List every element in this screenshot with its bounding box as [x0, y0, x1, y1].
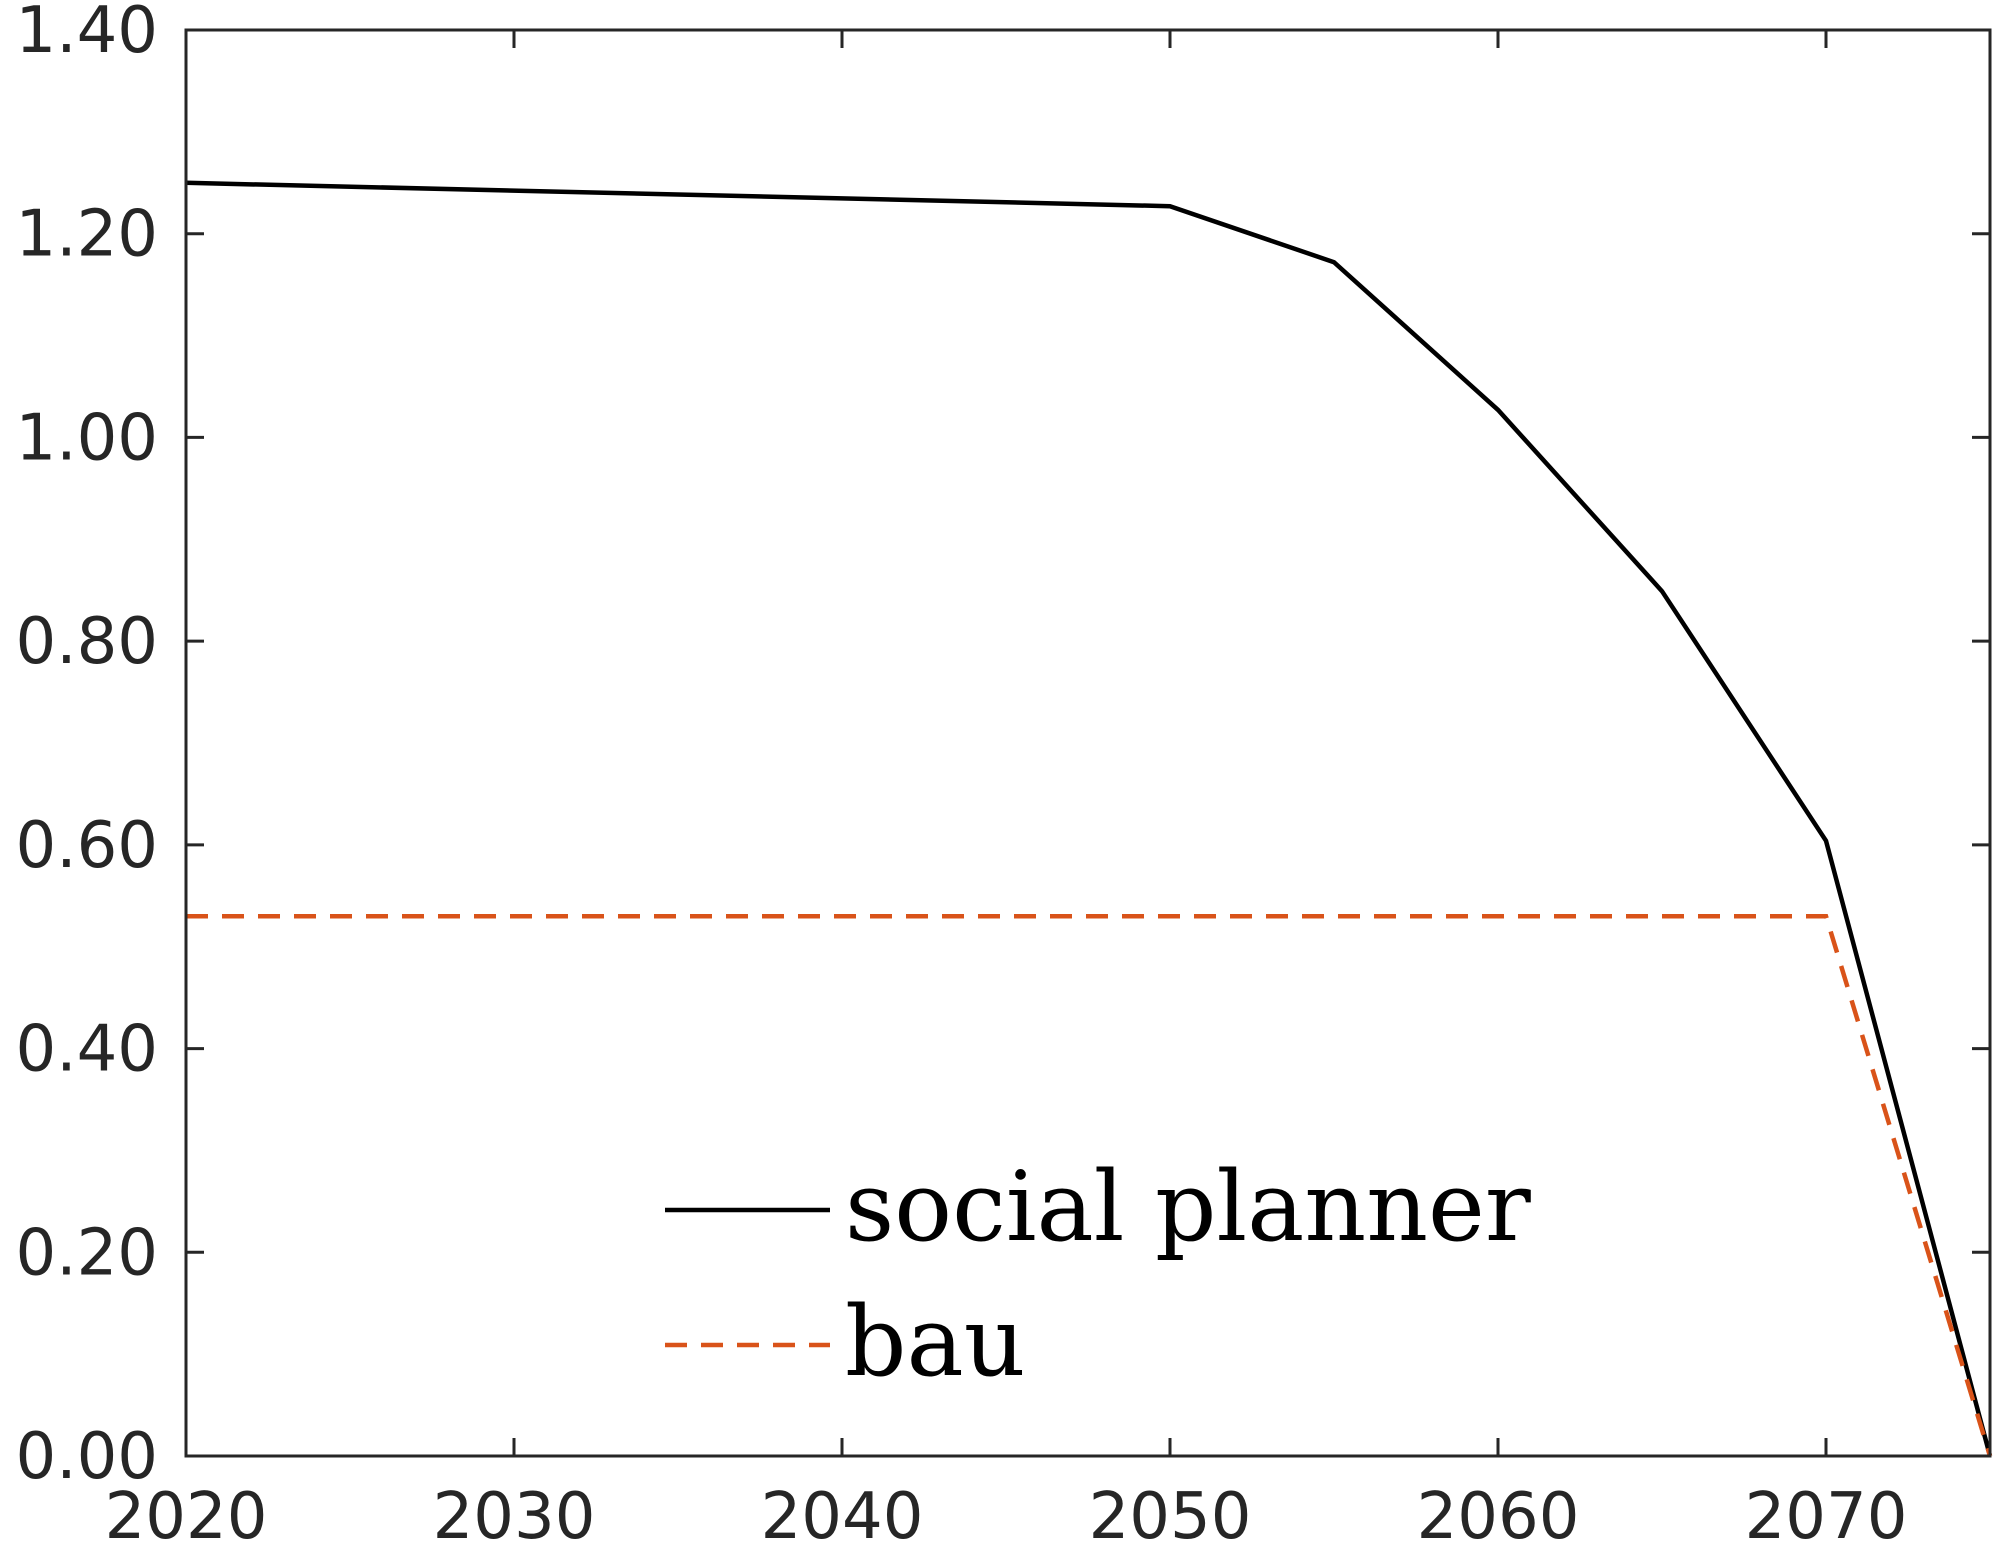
x-tick-label: 2040	[761, 1480, 924, 1554]
y-tick-label: 1.40	[16, 0, 159, 68]
y-tick-label: 0.60	[16, 809, 159, 883]
y-tick-label: 0.00	[16, 1420, 159, 1494]
series-layer	[185, 180, 1993, 1457]
legend: social planner bau	[665, 1151, 1531, 1398]
tick-labels: 2020 2030 2040 2050 2060 2070 0.00 0.20 0.40 0.60…	[16, 0, 1908, 1554]
series-line-social-planner	[185, 180, 1993, 1457]
x-tick-label: 2030	[433, 1480, 596, 1554]
legend-label: bau	[845, 1286, 1026, 1398]
y-tick-label: 1.20	[16, 198, 159, 272]
y-tick-label: 1.00	[16, 401, 159, 475]
series-line-bau	[186, 913, 1993, 1457]
y-tick-label: 0.80	[16, 605, 159, 679]
x-tick-label: 2050	[1089, 1480, 1252, 1554]
x-tick-label: 2060	[1417, 1480, 1580, 1554]
plot-area-frame	[184, 28, 1992, 1458]
x-tick-label: 2020	[105, 1480, 268, 1554]
x-tick-label: 2070	[1745, 1480, 1908, 1554]
legend-label: social planner	[845, 1151, 1531, 1263]
y-tick-label: 0.40	[16, 1013, 159, 1087]
y-tick-label: 0.20	[16, 1216, 159, 1290]
